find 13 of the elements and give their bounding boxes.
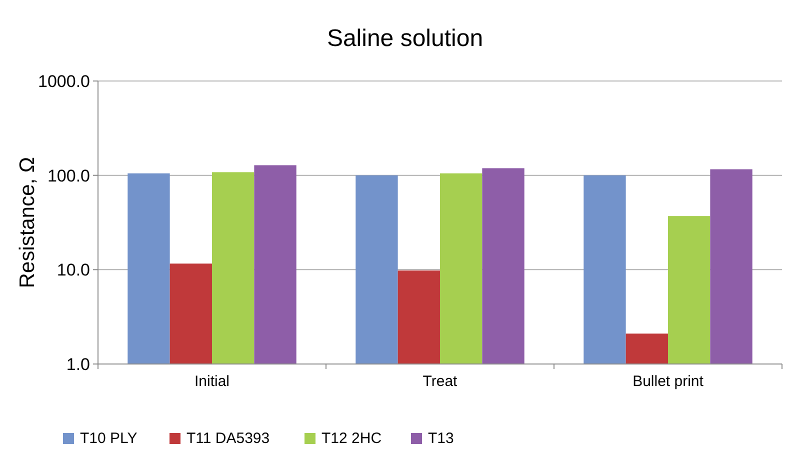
x-tick-label: Bullet print (632, 373, 704, 390)
x-tick-label: Treat (422, 373, 458, 390)
y-tick-label: 100.0 (47, 166, 90, 186)
legend-label: T11 DA5393 (186, 430, 270, 447)
x-tick-label: Initial (194, 373, 230, 390)
y-tick-label: 10.0 (56, 260, 90, 280)
y-tick-label: 1.0 (66, 355, 90, 374)
y-axis-title: Resistance, Ω (16, 156, 39, 288)
legend-label: T12 2HC (322, 430, 382, 447)
legend-label: T13 (428, 430, 454, 447)
legend-label: T10 PLY (80, 430, 138, 447)
y-tick-label: 1000.0 (38, 72, 90, 91)
chart-title: Saline solution (326, 25, 484, 52)
